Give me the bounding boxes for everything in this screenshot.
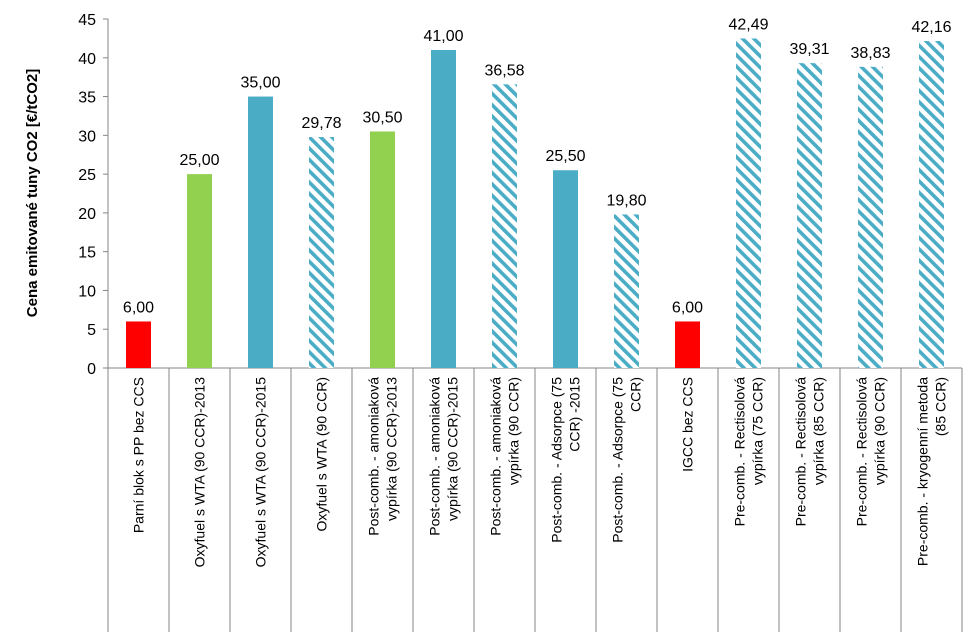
y-tick-label: 0 bbox=[87, 361, 96, 378]
data-label: 19,80 bbox=[606, 192, 646, 209]
bar bbox=[736, 38, 761, 369]
y-tick-label: 30 bbox=[78, 128, 96, 145]
category-label: IGCC bez CCS bbox=[680, 377, 696, 472]
category-label: vypírka (90 CCR)-2015 bbox=[445, 377, 461, 521]
category-label: Post-comb. - amoniaková bbox=[366, 377, 382, 536]
category-label: vypírka (85 CCR) bbox=[811, 377, 827, 485]
data-label: 30,50 bbox=[362, 109, 402, 126]
y-axis-label: Cena emitované tuny CO2 [€/tCO2] bbox=[24, 69, 41, 317]
y-tick-label: 15 bbox=[78, 245, 96, 262]
category-label: CCR) bbox=[628, 377, 644, 412]
category-label: Post-comb. - amoniaková bbox=[488, 377, 504, 536]
data-label: 41,00 bbox=[423, 28, 463, 45]
data-label: 39,31 bbox=[789, 41, 829, 58]
data-labels: 6,00 25,00 35,00 29,78 30,50 41,00 36,58 25,50 1… bbox=[123, 16, 952, 316]
category-labels: Parní blok s PP bez CCS Oxyfuel s WTA (90… bbox=[131, 377, 949, 568]
data-label: 42,16 bbox=[911, 19, 951, 36]
y-tick-label: 20 bbox=[78, 206, 96, 223]
bars bbox=[126, 38, 944, 369]
bar bbox=[797, 63, 822, 368]
bar bbox=[309, 137, 334, 368]
category-label: Parní blok s PP bez CCS bbox=[131, 377, 147, 533]
bar bbox=[187, 174, 212, 368]
data-label: 25,50 bbox=[545, 148, 585, 165]
bar bbox=[370, 131, 395, 368]
bar bbox=[248, 96, 273, 369]
category-grid bbox=[107, 367, 963, 632]
bar bbox=[553, 170, 578, 368]
bar bbox=[614, 214, 639, 368]
data-label: 38,83 bbox=[850, 45, 890, 62]
y-tick-label: 35 bbox=[78, 90, 96, 107]
data-label: 6,00 bbox=[123, 299, 154, 316]
category-label: Pre-comb. - kryogenní metoda bbox=[915, 377, 931, 566]
category-label: Oxyfuel s WTA (90 CCR) bbox=[314, 377, 330, 532]
category-label: vypírka (90 CCR) bbox=[872, 377, 888, 485]
category-label: (85 CCR) bbox=[933, 377, 949, 436]
category-label: Post-comb. - Adsorpce (75 bbox=[549, 377, 565, 543]
category-label: vypírka (75 CCR) bbox=[750, 377, 766, 485]
category-label: vypírka (90 CCR)-2013 bbox=[384, 377, 400, 521]
bar bbox=[126, 321, 151, 368]
category-label: Pre-comb. - Rectisolová bbox=[732, 377, 748, 527]
data-label: 42,49 bbox=[728, 16, 768, 33]
y-tick-label: 45 bbox=[78, 12, 96, 29]
data-label: 36,58 bbox=[484, 62, 524, 79]
category-label: CCR) -2015 bbox=[567, 377, 583, 452]
data-label: 25,00 bbox=[179, 152, 219, 169]
y-tick-label: 25 bbox=[78, 167, 96, 184]
category-label: vypírka (90 CCR) bbox=[506, 377, 522, 485]
category-label: Post-comb. - amoniaková bbox=[427, 377, 443, 536]
bar bbox=[431, 50, 456, 369]
category-label: Pre-comb. - Rectisolová bbox=[793, 377, 809, 527]
data-label: 6,00 bbox=[672, 299, 703, 316]
category-label: Oxyfuel s WTA (90 CCR)-2013 bbox=[192, 377, 208, 568]
y-tick-label: 10 bbox=[78, 283, 96, 300]
category-label: Pre-comb. - Rectisolová bbox=[854, 377, 870, 527]
category-label: Oxyfuel s WTA (90 CCR)-2015 bbox=[253, 377, 269, 568]
y-tick-label: 5 bbox=[87, 322, 96, 339]
data-label: 35,00 bbox=[240, 75, 280, 92]
bar bbox=[858, 66, 883, 368]
category-label: Post-comb. - Adsorpce (75 bbox=[610, 377, 626, 543]
y-tick-label: 40 bbox=[78, 51, 96, 68]
data-label: 29,78 bbox=[301, 115, 341, 132]
bar bbox=[919, 41, 944, 368]
bar bbox=[675, 321, 700, 368]
y-axis-ticks: 0 5 10 15 20 25 30 35 40 45 bbox=[78, 12, 109, 378]
bar bbox=[492, 84, 517, 368]
